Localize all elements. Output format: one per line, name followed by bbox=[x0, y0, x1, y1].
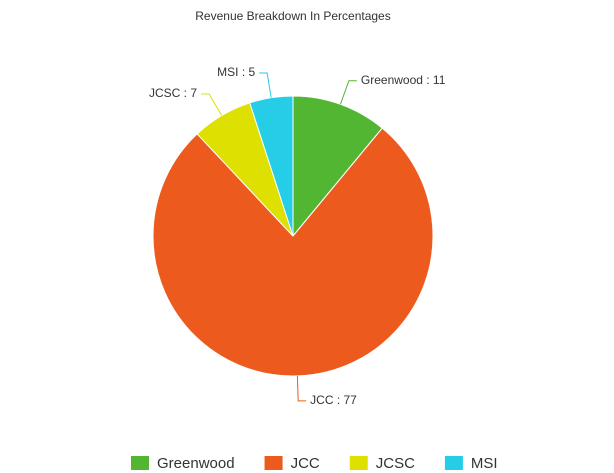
data-label: MSI : 5 bbox=[217, 65, 255, 79]
legend-label[interactable]: MSI bbox=[471, 455, 498, 472]
label-connector bbox=[296, 375, 307, 402]
pie-slice[interactable] bbox=[292, 95, 383, 238]
legend-label[interactable]: Greenwood bbox=[157, 455, 235, 472]
pie-slice[interactable] bbox=[152, 127, 434, 377]
legend-swatch[interactable] bbox=[349, 456, 368, 470]
legend-label[interactable]: JCSC bbox=[376, 455, 415, 472]
label-connector bbox=[259, 72, 272, 98]
pie-slice[interactable] bbox=[249, 95, 294, 237]
legend-swatch[interactable] bbox=[131, 456, 149, 470]
data-label: JCSC : 7 bbox=[149, 86, 197, 100]
legend-swatch[interactable] bbox=[444, 456, 463, 470]
label-connector bbox=[201, 93, 223, 116]
data-label: JCC : 77 bbox=[310, 393, 357, 407]
legend-label[interactable]: JCC bbox=[291, 455, 320, 472]
data-label: Greenwood : 11 bbox=[361, 73, 446, 87]
chart-title: Revenue Breakdown In Percentages bbox=[195, 9, 390, 23]
label-connector bbox=[339, 80, 357, 105]
legend-swatch[interactable] bbox=[264, 456, 283, 470]
